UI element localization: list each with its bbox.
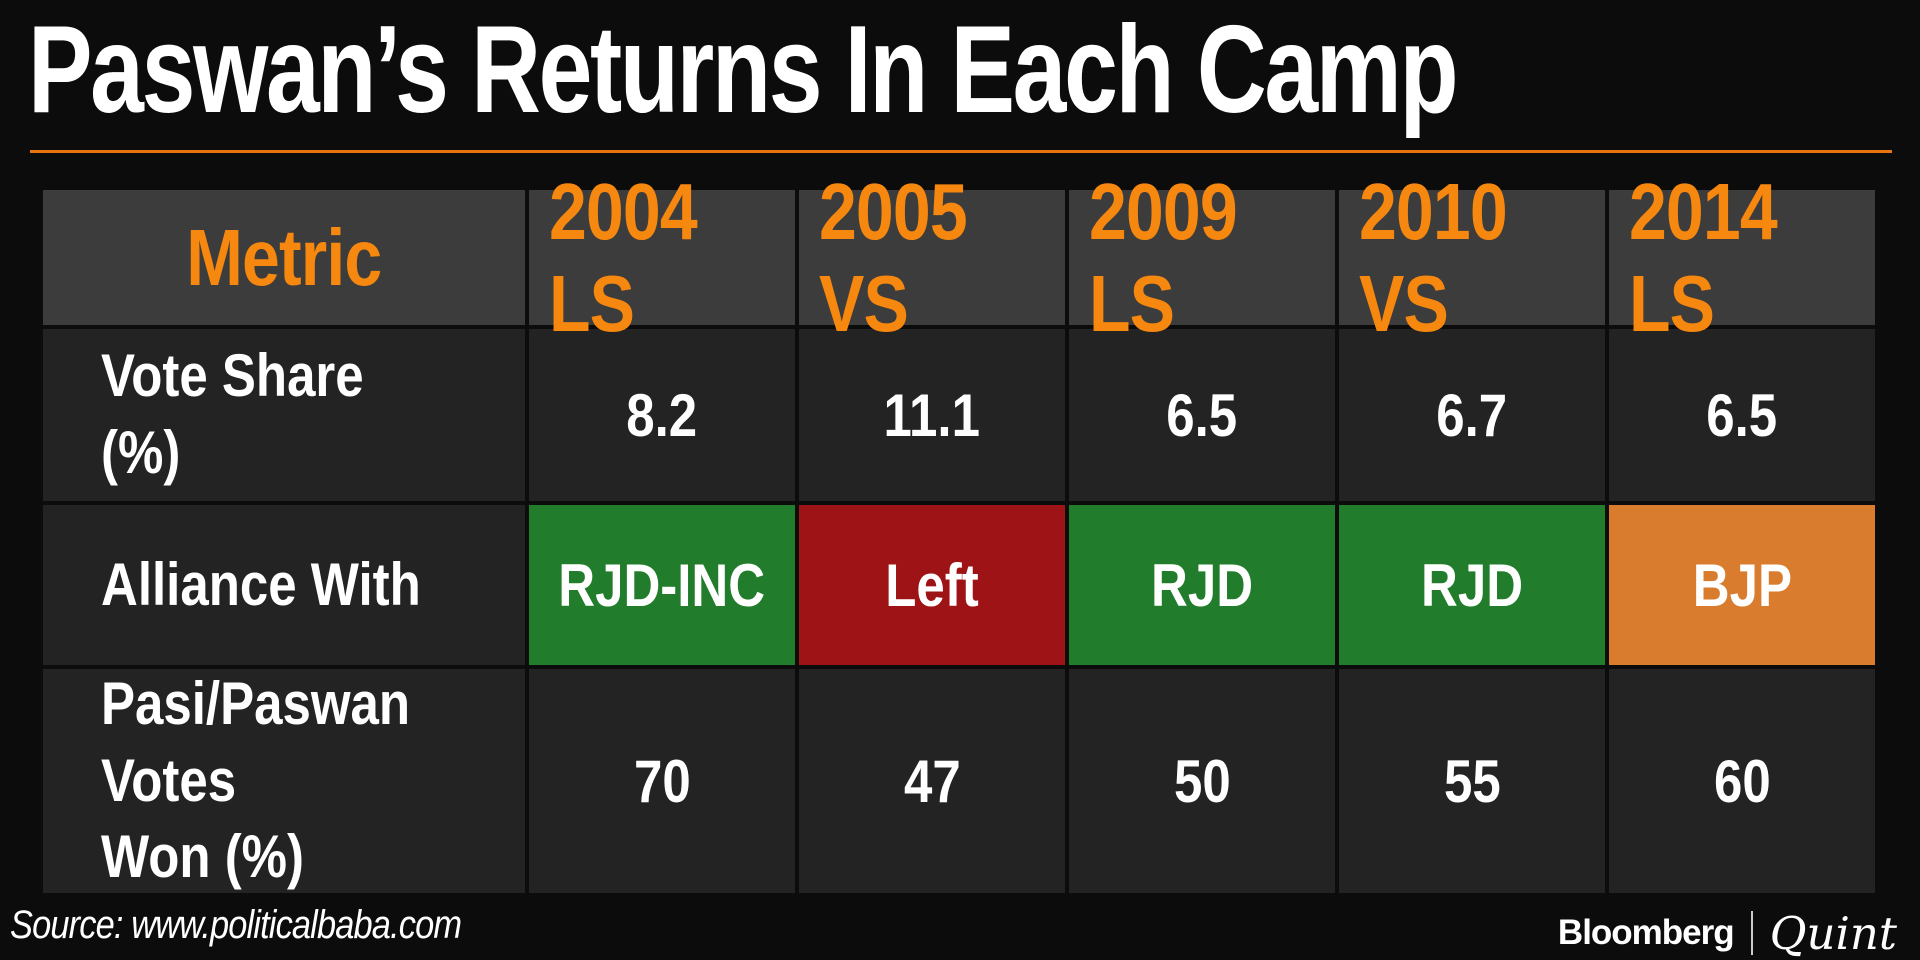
column-header-2004-ls-label: 2004 LS: [548, 166, 698, 348]
cell-alliance-2014-ls: BJP: [1609, 505, 1875, 665]
cell-alliance-2010-vs: RJD: [1339, 505, 1605, 665]
cell-vote-share-2010-vs-text: 6.7: [1436, 381, 1508, 449]
cell-alliance-2005-vs: Left: [799, 505, 1065, 665]
row-label-pasi-paswan-votes-text: Pasi/Paswan Votes Won (%): [101, 669, 411, 891]
cell-vote-share-2004-ls-text: 8.2: [626, 381, 698, 449]
column-header-2014-ls-label: 2014 LS: [1628, 166, 1778, 348]
row-label-pasi-paswan-votes: Pasi/Paswan Votes Won (%): [43, 669, 525, 893]
cell-pasi-votes-2005-vs: 47: [799, 669, 1065, 893]
cell-pasi-votes-2014-ls-text: 60: [1713, 747, 1771, 815]
cell-alliance-2014-ls-text: BJP: [1692, 551, 1792, 619]
cell-alliance-2010-vs-text: RJD: [1420, 551, 1524, 619]
quint-logo: Quint: [1769, 906, 1897, 960]
cell-alliance-2009-ls: RJD: [1069, 505, 1335, 665]
row-label-vote-share-text: Vote Share (%): [101, 342, 364, 486]
cell-pasi-votes-2009-ls: 50: [1069, 669, 1335, 893]
cell-pasi-votes-2010-vs: 55: [1339, 669, 1605, 893]
cell-vote-share-2009-ls: 6.5: [1069, 329, 1335, 501]
cell-vote-share-2014-ls: 6.5: [1609, 329, 1875, 501]
column-header-2005-vs-label: 2005 VS: [818, 166, 968, 348]
column-header-2010-vs-label: 2010 VS: [1358, 166, 1508, 348]
title-underline-rule: [30, 150, 1892, 153]
source-text: Source: www.politicalbaba.com: [10, 903, 462, 947]
cell-pasi-votes-2004-ls: 70: [529, 669, 795, 893]
cell-vote-share-2014-ls-text: 6.5: [1706, 381, 1778, 449]
column-header-2010-vs: 2010 VS: [1339, 167, 1605, 348]
bloomberg-quint-logo: Bloomberg Quint: [1557, 907, 1897, 960]
cell-pasi-votes-2004-ls-text: 70: [633, 747, 691, 815]
column-header-metric: Metric: [43, 190, 525, 325]
row-label-vote-share: Vote Share (%): [43, 329, 525, 501]
column-header-2009-ls-label: 2009 LS: [1088, 166, 1238, 348]
cell-vote-share-2010-vs: 6.7: [1339, 329, 1605, 501]
column-header-2014-ls: 2014 LS: [1609, 167, 1875, 348]
cell-alliance-2004-ls-text: RJD-INC: [558, 551, 766, 619]
cell-alliance-2009-ls-text: RJD: [1150, 551, 1254, 619]
row-label-alliance-with-text: Alliance With: [101, 550, 421, 618]
cell-vote-share-2005-vs-text: 11.1: [883, 381, 981, 449]
page-title: Paswan’s Returns In Each Camp: [28, 1, 1459, 139]
cell-alliance-2004-ls: RJD-INC: [529, 505, 795, 665]
column-header-2004-ls: 2004 LS: [529, 167, 795, 348]
cell-vote-share-2004-ls: 8.2: [529, 329, 795, 501]
cell-pasi-votes-2010-vs-text: 55: [1443, 747, 1501, 815]
row-label-alliance-with: Alliance With: [43, 505, 525, 665]
bloomberg-logo: Bloomberg: [1557, 913, 1735, 952]
cell-alliance-2005-vs-text: Left: [885, 551, 979, 619]
logo-divider: [1750, 911, 1753, 955]
cell-vote-share-2005-vs: 11.1: [799, 329, 1065, 501]
cell-pasi-votes-2009-ls-text: 50: [1173, 747, 1231, 815]
data-table: Metric 2004 LS 2005 VS 2009 LS 2010 VS 2…: [43, 167, 1875, 893]
cell-vote-share-2009-ls-text: 6.5: [1166, 381, 1238, 449]
column-header-metric-label: Metric: [186, 212, 382, 302]
cell-pasi-votes-2005-vs-text: 47: [903, 747, 961, 815]
column-header-2009-ls: 2009 LS: [1069, 167, 1335, 348]
column-header-2005-vs: 2005 VS: [799, 167, 1065, 348]
cell-pasi-votes-2014-ls: 60: [1609, 669, 1875, 893]
